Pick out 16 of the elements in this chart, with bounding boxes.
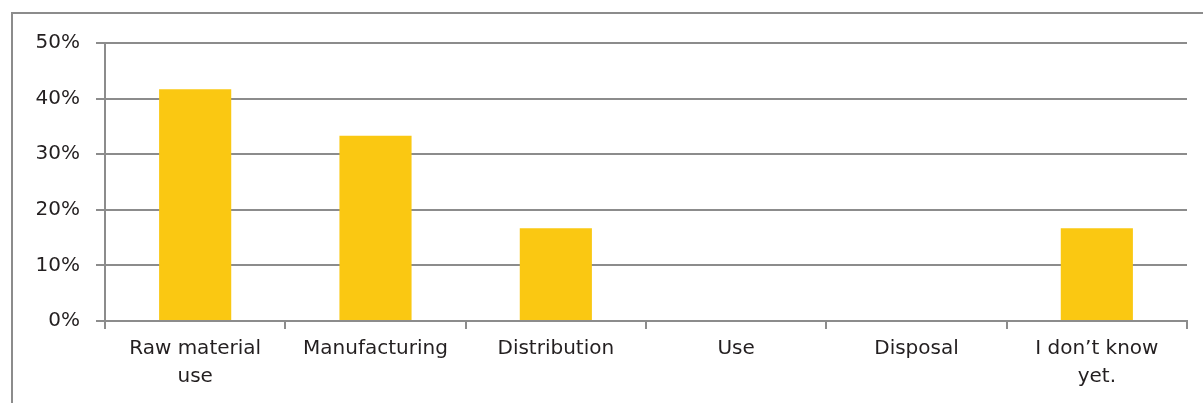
bar bbox=[339, 135, 412, 320]
y-tick-label: 0% bbox=[48, 307, 80, 332]
y-tick-label: 10% bbox=[35, 251, 80, 276]
y-tick-label: 50% bbox=[35, 29, 80, 54]
bar bbox=[1060, 228, 1133, 320]
x-tick-label: Distribution bbox=[497, 335, 615, 360]
y-tick-label: 30% bbox=[35, 140, 80, 165]
y-tick-label: 20% bbox=[35, 196, 80, 220]
bar bbox=[159, 89, 232, 320]
x-tick-label: Disposal bbox=[874, 335, 959, 360]
bar bbox=[519, 228, 592, 320]
x-tick-label: Use bbox=[717, 335, 755, 360]
x-tick-label: I don’t know yet. bbox=[1035, 335, 1159, 388]
x-tick-label: Manufacturing bbox=[303, 335, 448, 360]
y-tick-label: 40% bbox=[35, 84, 80, 109]
x-tick-label: Raw material use bbox=[129, 335, 262, 388]
